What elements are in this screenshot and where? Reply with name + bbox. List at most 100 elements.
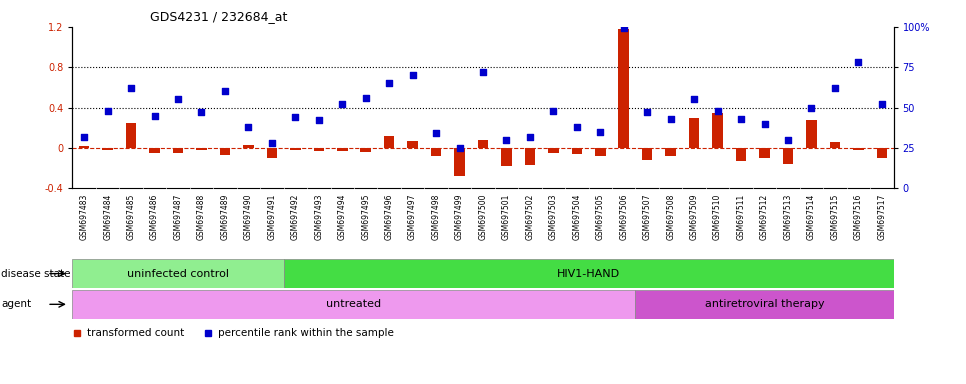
Text: HIV1-HAND: HIV1-HAND xyxy=(557,268,620,279)
Text: GSM697515: GSM697515 xyxy=(831,194,839,240)
Point xyxy=(76,134,92,140)
Point xyxy=(804,104,819,111)
Point xyxy=(194,109,210,116)
Text: GSM697513: GSM697513 xyxy=(783,194,792,240)
Bar xyxy=(876,148,887,158)
Bar xyxy=(853,148,864,150)
Bar xyxy=(267,148,277,158)
Text: GDS4231 / 232684_at: GDS4231 / 232684_at xyxy=(150,10,287,23)
Point xyxy=(311,118,327,124)
Bar xyxy=(243,145,254,148)
Bar xyxy=(150,148,159,153)
Text: GSM697506: GSM697506 xyxy=(619,194,628,240)
Bar xyxy=(666,148,676,156)
Text: GSM697484: GSM697484 xyxy=(103,194,112,240)
Bar xyxy=(173,148,184,153)
Text: GSM697495: GSM697495 xyxy=(361,194,370,240)
Point xyxy=(288,114,303,120)
Point xyxy=(851,59,867,65)
Point xyxy=(710,108,725,114)
Text: agent: agent xyxy=(1,299,31,310)
Bar xyxy=(642,148,652,160)
Point xyxy=(382,80,397,86)
Text: GSM697508: GSM697508 xyxy=(667,194,675,240)
Point xyxy=(498,137,514,143)
Point xyxy=(124,85,139,91)
Point xyxy=(452,145,468,151)
Bar xyxy=(636,290,894,319)
Bar xyxy=(807,120,816,148)
Bar xyxy=(782,148,793,164)
Text: GSM697511: GSM697511 xyxy=(736,194,746,240)
Bar xyxy=(72,259,284,288)
Point xyxy=(639,109,655,116)
Bar xyxy=(618,29,629,148)
Bar xyxy=(759,148,770,158)
Text: GSM697483: GSM697483 xyxy=(79,194,89,240)
Bar xyxy=(478,140,488,148)
Text: GSM697499: GSM697499 xyxy=(455,194,464,240)
Bar xyxy=(830,142,840,148)
Bar xyxy=(712,113,723,148)
Text: antiretroviral therapy: antiretroviral therapy xyxy=(705,299,824,310)
Point xyxy=(663,116,678,122)
Text: GSM697490: GSM697490 xyxy=(243,194,253,240)
Point xyxy=(523,134,538,140)
Text: GSM697504: GSM697504 xyxy=(572,194,582,240)
Text: GSM697498: GSM697498 xyxy=(432,194,440,240)
Text: GSM697486: GSM697486 xyxy=(150,194,159,240)
Bar xyxy=(79,146,90,148)
Point xyxy=(99,108,115,114)
Point xyxy=(592,129,608,135)
Bar xyxy=(219,148,230,155)
Text: GSM697488: GSM697488 xyxy=(197,194,206,240)
Text: disease state: disease state xyxy=(1,268,71,279)
Text: GSM697496: GSM697496 xyxy=(384,194,394,240)
Point xyxy=(827,85,842,91)
Bar xyxy=(196,148,207,150)
Point xyxy=(147,113,162,119)
Bar xyxy=(337,148,348,151)
Bar xyxy=(689,118,699,148)
Point xyxy=(733,116,749,122)
Bar xyxy=(525,148,535,165)
Text: GSM697485: GSM697485 xyxy=(127,194,135,240)
Bar xyxy=(102,148,113,150)
Text: GSM697517: GSM697517 xyxy=(877,194,887,240)
Bar xyxy=(572,148,582,154)
Bar xyxy=(501,148,512,166)
Text: GSM697500: GSM697500 xyxy=(478,194,488,240)
Text: GSM697497: GSM697497 xyxy=(408,194,417,240)
Bar xyxy=(72,290,636,319)
Text: GSM697509: GSM697509 xyxy=(690,194,698,240)
Text: GSM697510: GSM697510 xyxy=(713,194,723,240)
Bar xyxy=(595,148,606,156)
Text: GSM697505: GSM697505 xyxy=(596,194,605,240)
Bar xyxy=(431,148,441,156)
Point xyxy=(241,124,256,130)
Bar xyxy=(736,148,747,161)
Text: GSM697507: GSM697507 xyxy=(642,194,652,240)
Bar xyxy=(384,136,394,148)
Bar xyxy=(408,141,418,148)
Text: GSM697489: GSM697489 xyxy=(220,194,230,240)
Point xyxy=(170,96,185,103)
Text: GSM697491: GSM697491 xyxy=(268,194,276,240)
Text: GSM697501: GSM697501 xyxy=(502,194,511,240)
Text: GSM697494: GSM697494 xyxy=(338,194,347,240)
Bar xyxy=(360,148,371,152)
Point xyxy=(217,88,233,94)
Point xyxy=(358,95,374,101)
Text: GSM697512: GSM697512 xyxy=(760,194,769,240)
Point xyxy=(687,96,702,103)
Point xyxy=(874,101,890,108)
Bar xyxy=(290,148,300,150)
Point xyxy=(616,25,632,31)
Text: uninfected control: uninfected control xyxy=(127,268,229,279)
Text: GSM697487: GSM697487 xyxy=(174,194,183,240)
Text: GSM697502: GSM697502 xyxy=(526,194,534,240)
Text: GSM697503: GSM697503 xyxy=(549,194,558,240)
Point xyxy=(264,140,279,146)
Bar xyxy=(454,148,465,176)
Bar xyxy=(284,259,894,288)
